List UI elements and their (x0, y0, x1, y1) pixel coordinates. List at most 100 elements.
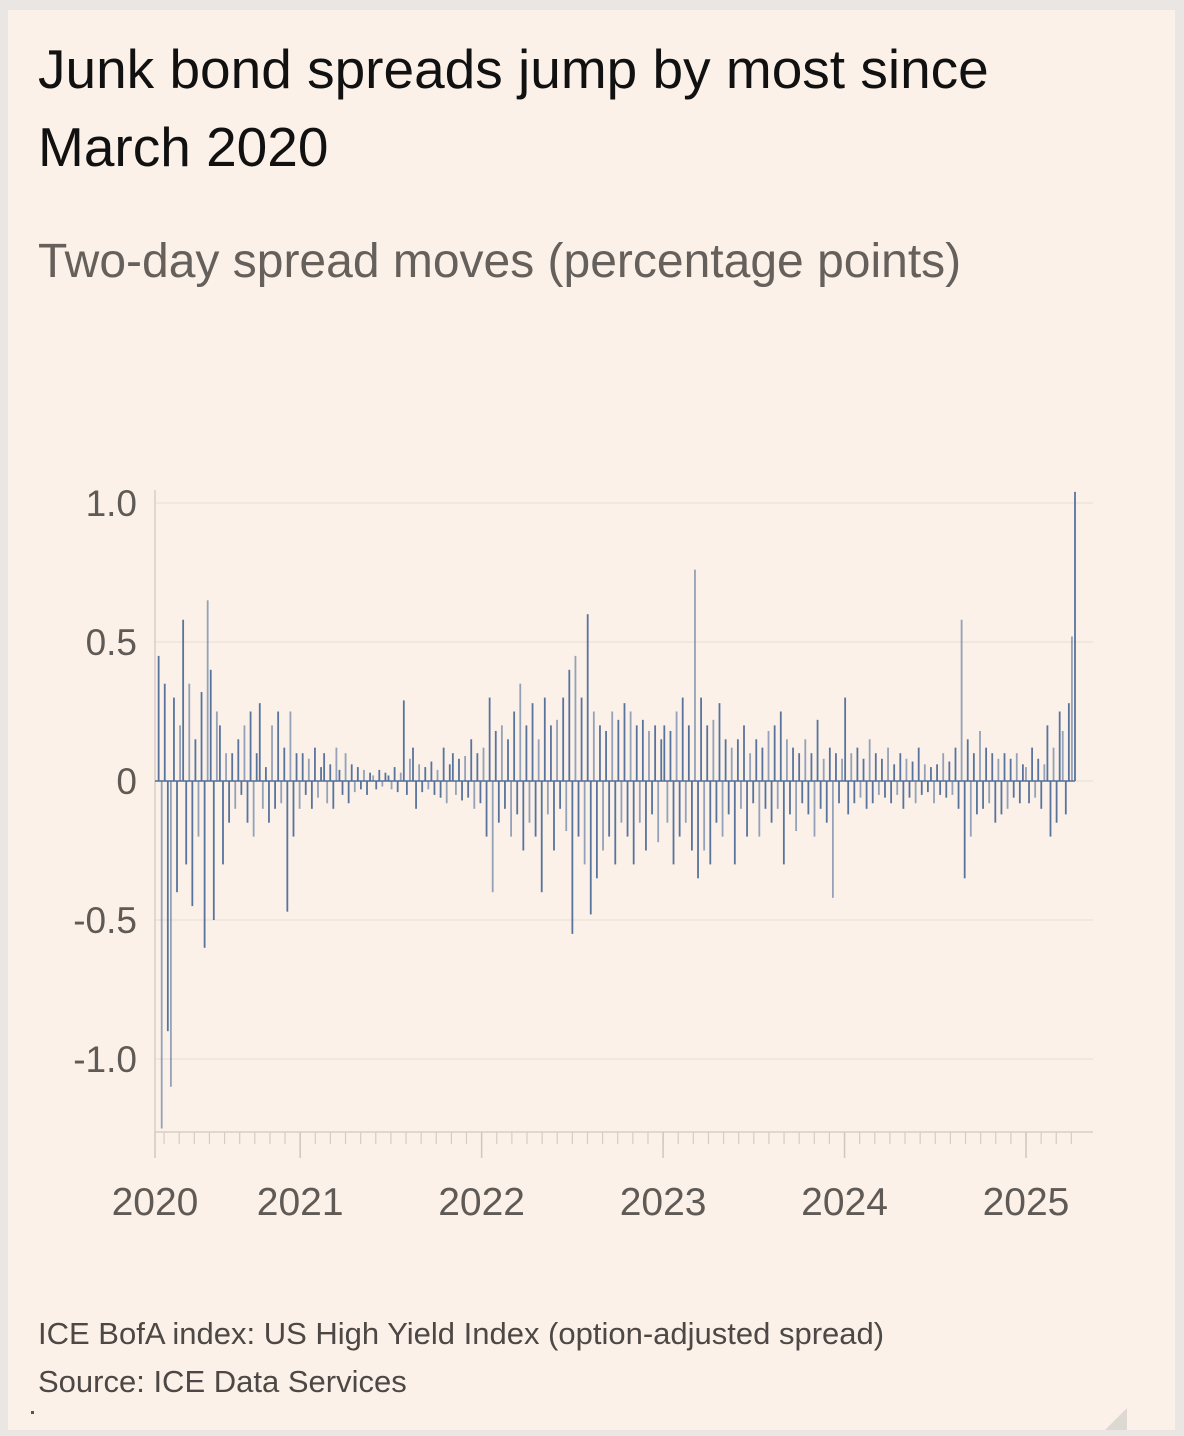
data-bar (200, 692, 203, 781)
data-bar (1074, 491, 1076, 781)
data-bar (758, 781, 761, 837)
data-bar (479, 781, 482, 804)
data-bar (887, 747, 889, 781)
data-bar (1043, 764, 1046, 781)
chart-title: Junk bond spreads jump by most since Mar… (38, 38, 989, 178)
data-bar (792, 747, 794, 781)
data-bar (881, 758, 883, 781)
data-bar (617, 719, 620, 781)
data-bar (1064, 781, 1067, 815)
data-bar (914, 781, 917, 804)
data-bar (307, 758, 310, 781)
data-bar (703, 781, 706, 851)
data-bar (353, 781, 356, 793)
data-bar (602, 781, 604, 851)
data-bar (574, 655, 577, 781)
data-bar (972, 753, 975, 781)
data-bar (314, 747, 316, 781)
data-bar (458, 758, 460, 781)
data-bar (197, 781, 200, 837)
data-bar (329, 764, 332, 781)
data-bar (222, 781, 224, 865)
data-bar (277, 711, 280, 781)
data-bar (571, 781, 574, 934)
data-bar (810, 753, 813, 781)
data-bar (219, 725, 221, 781)
data-bar (298, 781, 301, 809)
data-bar (427, 781, 430, 790)
data-bar (709, 781, 712, 865)
data-bar (755, 739, 758, 781)
data-bar (767, 730, 770, 781)
data-bar (231, 753, 234, 781)
data-bar (341, 781, 344, 795)
data-bar (994, 781, 997, 823)
data-bar (638, 781, 641, 823)
data-bar (951, 781, 954, 795)
data-bar (393, 767, 396, 781)
data-bar (310, 781, 313, 809)
data-bar (409, 758, 411, 781)
data-bar (565, 781, 568, 832)
data-bar (828, 747, 831, 781)
dot-mark (31, 1411, 34, 1414)
source-note: Source: ICE Data Services (38, 1364, 407, 1399)
data-bar (424, 767, 427, 781)
data-bar (856, 747, 859, 781)
data-bar (926, 781, 929, 793)
data-bar (877, 781, 880, 795)
data-bar (681, 697, 684, 781)
data-bar (712, 719, 715, 781)
data-bar (497, 781, 500, 823)
data-bar (844, 697, 847, 781)
data-bar (1049, 781, 1052, 837)
data-bar (620, 781, 623, 823)
data-bar (982, 781, 984, 809)
data-bar (301, 753, 304, 781)
data-bar (225, 753, 227, 781)
data-bar (687, 725, 690, 781)
data-bar (957, 781, 960, 809)
data-bar (261, 781, 264, 809)
data-bar (865, 781, 868, 809)
data-bar (697, 781, 699, 879)
data-bar (516, 781, 519, 815)
data-bar (960, 619, 963, 781)
data-bar (347, 781, 350, 804)
data-bar (1046, 725, 1049, 781)
data-bar (473, 781, 476, 809)
data-bar (464, 755, 467, 781)
data-bar (522, 781, 525, 851)
data-bar (841, 758, 843, 781)
data-bar (675, 711, 678, 781)
data-bar (782, 781, 785, 865)
data-bar (1034, 781, 1037, 798)
data-bar (430, 761, 433, 781)
data-bar (976, 781, 978, 815)
data-bar (939, 781, 942, 795)
data-bar (917, 747, 920, 781)
data-bar (629, 711, 632, 781)
data-bar (721, 781, 724, 837)
data-bar (1000, 781, 1003, 815)
data-bar (537, 739, 540, 781)
data-bar (1018, 781, 1021, 804)
data-bar (660, 739, 663, 781)
data-bar (476, 753, 479, 781)
data-bar (816, 719, 819, 781)
data-bar (433, 781, 436, 795)
data-bar (163, 683, 166, 781)
data-bar (920, 781, 923, 795)
data-bar (1058, 711, 1061, 781)
data-bar (173, 697, 175, 781)
data-bar (859, 781, 862, 798)
data-bar (166, 781, 169, 1032)
data-bar (442, 747, 445, 781)
data-bar (356, 767, 359, 781)
data-bar (795, 781, 798, 832)
data-bar (761, 747, 764, 781)
data-bar (592, 711, 595, 781)
data-bar (540, 781, 543, 893)
data-bar (1009, 758, 1012, 781)
data-bar (372, 775, 375, 781)
